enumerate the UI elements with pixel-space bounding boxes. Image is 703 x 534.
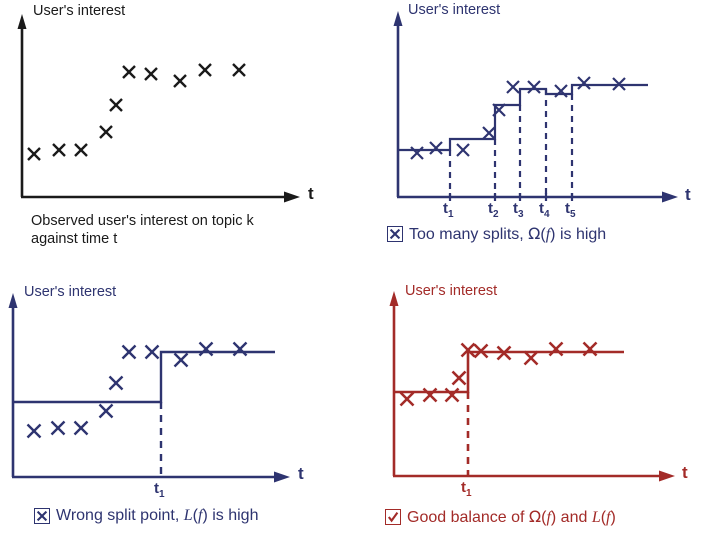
step-function-c [13, 350, 275, 404]
axes-d [389, 291, 675, 482]
tick-label-t3-b: t3 [513, 200, 524, 220]
caption-a-line2: against time t [31, 231, 118, 247]
split-lines-b [448, 89, 574, 197]
x-icon [34, 508, 50, 524]
data-points-a [27, 63, 246, 161]
y-axis-label-c: User's interest [24, 284, 117, 300]
y-axis-label-d: User's interest [405, 283, 498, 299]
step-function-b [398, 83, 648, 152]
axes-c [8, 293, 290, 483]
data-points-d [399, 341, 598, 407]
data-points-b [410, 76, 626, 160]
caption-a-line1: Observed user's interest on topic k [31, 213, 254, 229]
x-axis-label-d: t [682, 463, 688, 482]
legend-b: Too many splits, Ω(f) is high [387, 224, 606, 244]
panel-observed-data: User's interest t Observed user's intere… [0, 0, 351, 267]
legend-c: Wrong split point, L(f) is high [34, 507, 258, 525]
panel-a-plot [17, 14, 300, 203]
panel-c-plot [8, 293, 290, 483]
legend-text-d: Good balance of Ω(f) and L(f) [407, 507, 616, 526]
y-axis-label-b: User's interest [408, 2, 501, 18]
tick-label-t1-c: t1 [154, 480, 165, 500]
x-axis-label-b: t [685, 185, 691, 204]
panel-b-plot [393, 11, 678, 203]
tick-label-t1-b: t1 [443, 200, 454, 220]
data-points-c [26, 341, 248, 439]
tick-label-t4-b: t4 [539, 200, 550, 220]
x-icon [387, 226, 403, 242]
legend-text-b: Too many splits, Ω(f) is high [409, 224, 607, 243]
panel-wrong-split-point: User's interest t t1 Wrong split point, … [0, 267, 351, 534]
tick-label-t5-b: t5 [565, 200, 576, 220]
step-function-d [394, 350, 624, 394]
axes-b [393, 11, 678, 203]
tick-label-t2-b: t2 [488, 200, 499, 220]
tick-label-t1-d: t1 [461, 479, 472, 499]
panel-too-many-splits: User's interest t t1 t2 t3 t4 t5 Too man… [351, 0, 702, 267]
legend-text-c: Wrong split point, L(f) is high [56, 507, 259, 524]
axis-ticks-b [448, 193, 574, 201]
axes-a [17, 14, 300, 203]
x-axis-label-a: t [308, 184, 314, 203]
panel-d-plot [389, 291, 675, 482]
legend-d: Good balance of Ω(f) and L(f) [385, 507, 616, 527]
check-icon [385, 509, 401, 525]
x-axis-label-c: t [298, 464, 304, 483]
y-axis-label-a: User's interest [33, 3, 126, 19]
panel-good-balance: User's interest t t1 Good balance of Ω(f… [351, 267, 702, 534]
